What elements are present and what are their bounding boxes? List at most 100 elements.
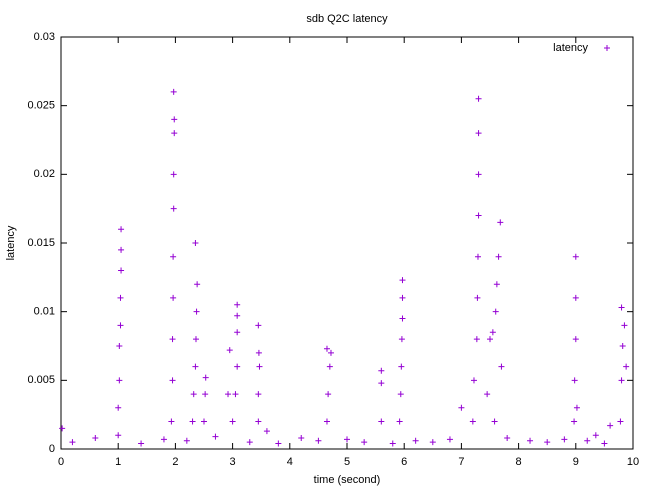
point — [389, 440, 396, 447]
point — [246, 439, 253, 446]
point — [170, 253, 177, 260]
point — [475, 212, 482, 219]
point — [396, 418, 403, 425]
y-tick-label: 0.015 — [27, 237, 55, 249]
point — [115, 404, 122, 411]
point — [623, 363, 630, 370]
point — [202, 391, 209, 398]
point — [504, 435, 511, 442]
point — [171, 130, 178, 137]
point — [458, 404, 465, 411]
point — [202, 374, 209, 381]
x-tick-label: 0 — [58, 456, 64, 468]
point — [315, 437, 322, 444]
point — [571, 418, 578, 425]
point — [298, 435, 305, 442]
x-tick-label: 7 — [458, 456, 464, 468]
point — [275, 440, 282, 447]
point — [592, 432, 599, 439]
point — [117, 294, 124, 301]
point — [573, 404, 580, 411]
point — [118, 267, 125, 274]
point — [619, 343, 626, 349]
x-tick-label: 5 — [344, 456, 350, 468]
point — [192, 336, 199, 343]
point — [192, 363, 199, 370]
point — [561, 436, 568, 443]
point — [344, 436, 350, 443]
point — [399, 277, 406, 284]
y-axis-label: latency — [5, 225, 17, 260]
y-tick-label: 0.005 — [27, 374, 55, 386]
x-tick-label: 9 — [573, 456, 579, 468]
point — [263, 428, 270, 435]
y-tick-label: 0.01 — [34, 306, 55, 318]
point — [256, 363, 263, 370]
legend-label: latency — [553, 42, 588, 54]
point — [618, 304, 625, 311]
x-tick-label: 8 — [516, 456, 522, 468]
point — [92, 435, 99, 442]
y-tick-label: 0.03 — [34, 31, 55, 43]
x-tick-label: 2 — [172, 456, 178, 468]
point — [170, 88, 177, 95]
point — [618, 377, 625, 384]
point — [398, 336, 405, 343]
point — [171, 116, 178, 123]
point — [234, 363, 241, 370]
point — [621, 322, 628, 329]
point — [118, 246, 125, 253]
point — [234, 329, 241, 336]
legend-marker — [604, 45, 610, 51]
point — [361, 439, 368, 446]
point — [484, 391, 491, 398]
point — [493, 281, 500, 288]
point — [429, 439, 436, 446]
point — [378, 380, 385, 387]
point — [572, 253, 579, 260]
point — [169, 336, 176, 343]
point — [491, 418, 498, 425]
point — [201, 418, 207, 425]
point — [475, 171, 482, 178]
point — [398, 363, 405, 370]
point — [323, 345, 330, 352]
point — [234, 301, 241, 308]
point — [474, 253, 481, 260]
point — [212, 433, 219, 440]
point — [194, 281, 201, 288]
point — [475, 95, 482, 102]
point — [192, 240, 199, 246]
point — [169, 377, 176, 384]
x-tick-label: 4 — [287, 456, 293, 468]
point — [498, 363, 505, 370]
point — [255, 322, 262, 329]
x-tick-label: 1 — [115, 456, 121, 468]
point — [572, 294, 579, 301]
point — [473, 336, 480, 343]
point — [255, 349, 262, 356]
point — [190, 391, 197, 398]
point — [232, 391, 239, 398]
point — [183, 437, 190, 444]
point — [470, 377, 477, 384]
point — [138, 440, 145, 447]
point — [59, 425, 66, 432]
point — [117, 322, 124, 329]
point — [617, 418, 624, 425]
y-tick-label: 0.025 — [27, 100, 55, 112]
point — [497, 219, 504, 226]
point — [607, 422, 614, 429]
point — [116, 343, 123, 349]
x-tick-label: 10 — [627, 456, 639, 468]
point — [234, 312, 241, 319]
point — [115, 432, 122, 439]
point — [489, 329, 496, 336]
point — [492, 308, 499, 315]
point — [69, 439, 76, 446]
x-tick-label: 6 — [401, 456, 407, 468]
point — [571, 377, 578, 384]
point — [378, 418, 385, 425]
point — [495, 253, 502, 260]
